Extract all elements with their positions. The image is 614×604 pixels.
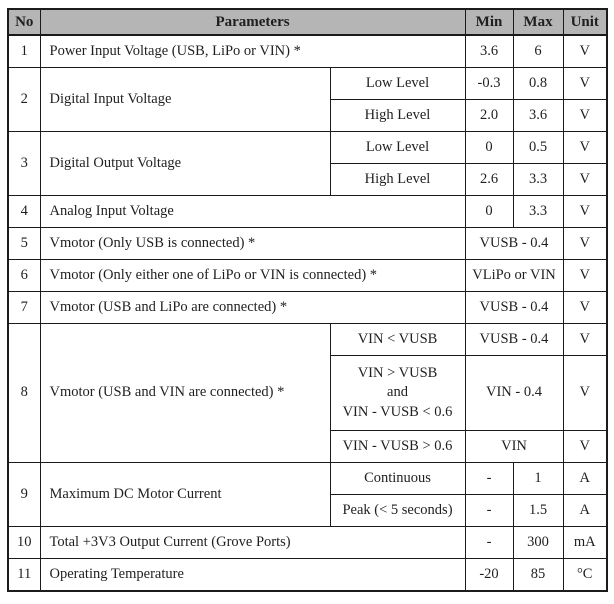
cell-max: 1 <box>512 462 564 496</box>
table-row: VIN - VUSB > 0.6 VIN V <box>8 430 608 464</box>
cell-parameter: Power Input Voltage (USB, LiPo or VIN) * <box>39 34 466 68</box>
cell-parameter: Analog Input Voltage <box>39 194 466 228</box>
cell-unit: V <box>562 430 608 464</box>
cell-condition: Continuous <box>329 462 466 496</box>
table-row: High Level 2.0 3.6 V <box>8 98 608 132</box>
cell-unit: V <box>562 162 608 196</box>
cell-no: 11 <box>7 558 41 592</box>
cell-parameter: Digital Output Voltage <box>39 130 331 196</box>
table-row: 1 Power Input Voltage (USB, LiPo or VIN)… <box>7 34 608 68</box>
cell-no: 4 <box>7 194 41 228</box>
table-row: 4 Analog Input Voltage 0 3.3 V <box>7 194 608 228</box>
table-row: 6 Vmotor (Only either one of LiPo or VIN… <box>7 258 608 292</box>
cell-min: -20 <box>464 558 514 592</box>
cell-condition: High Level <box>329 98 466 132</box>
cell-min: 3.6 <box>464 34 514 68</box>
spec-table: No Parameters Min Max Unit 1 Power Input… <box>7 8 608 592</box>
cell-no: 3 <box>7 130 41 196</box>
cell-unit: V <box>562 226 608 260</box>
cell-max: 3.6 <box>512 98 564 132</box>
cell-parameter: Vmotor (USB and VIN are connected) * <box>39 322 331 464</box>
table-row: 5 Vmotor (Only USB is connected) * VUSB … <box>7 226 608 260</box>
table-row: VIN > VUSB and VIN - VUSB < 0.6 VIN - 0.… <box>8 354 608 432</box>
cell-max: 6 <box>512 34 564 68</box>
cell-min-max: VLiPo or VIN <box>464 258 564 292</box>
cell-parameter: Vmotor (USB and LiPo are connected) * <box>39 290 466 324</box>
cell-max: 1.5 <box>512 494 564 528</box>
cell-unit: V <box>562 258 608 292</box>
cell-min: - <box>464 526 514 560</box>
cell-min-max: VUSB - 0.4 <box>464 226 564 260</box>
col-header-min: Min <box>464 8 514 36</box>
cell-min: 0 <box>464 194 514 228</box>
cell-min: - <box>464 494 514 528</box>
cell-unit: V <box>562 98 608 132</box>
cell-min-max: VIN <box>464 430 564 464</box>
cell-max: 0.8 <box>512 66 564 100</box>
cell-min: 2.6 <box>464 162 514 196</box>
table-row: 8 Vmotor (USB and VIN are connected) * V… <box>7 322 608 464</box>
col-header-unit: Unit <box>562 8 608 36</box>
cell-unit: V <box>562 194 608 228</box>
cell-min: -0.3 <box>464 66 514 100</box>
table-row: High Level 2.6 3.3 V <box>8 162 608 196</box>
cell-condition: VIN - VUSB > 0.6 <box>329 430 466 464</box>
cell-min-max: VIN - 0.4 <box>464 354 564 432</box>
cell-unit: V <box>562 130 608 164</box>
cell-parameter: Vmotor (Only either one of LiPo or VIN i… <box>39 258 466 292</box>
table-row: 3 Digital Output Voltage Low Level 0 0.5… <box>7 130 608 196</box>
cell-min-max: VUSB - 0.4 <box>464 290 564 324</box>
cell-unit: mA <box>562 526 608 560</box>
cell-max: 85 <box>512 558 564 592</box>
col-header-max: Max <box>512 8 564 36</box>
cell-no: 2 <box>7 66 41 132</box>
cell-min: - <box>464 462 514 496</box>
table-row: 9 Maximum DC Motor Current Continuous - … <box>7 462 608 528</box>
cell-unit: A <box>562 462 608 496</box>
cell-no: 8 <box>7 322 41 464</box>
cell-condition: Low Level <box>329 66 466 100</box>
cell-parameter: Vmotor (Only USB is connected) * <box>39 226 466 260</box>
header-row: No Parameters Min Max Unit <box>7 8 608 36</box>
table-row: 2 Digital Input Voltage Low Level -0.3 0… <box>7 66 608 132</box>
cell-no: 7 <box>7 290 41 324</box>
cell-condition: High Level <box>329 162 466 196</box>
cell-unit: V <box>562 66 608 100</box>
cell-parameter: Maximum DC Motor Current <box>39 462 331 528</box>
cell-min: 0 <box>464 130 514 164</box>
cell-unit: V <box>562 34 608 68</box>
cell-parameter: Total +3V3 Output Current (Grove Ports) <box>39 526 466 560</box>
col-header-parameters: Parameters <box>39 8 466 36</box>
cell-unit: °C <box>562 558 608 592</box>
cell-no: 9 <box>7 462 41 528</box>
cell-condition: VIN > VUSB and VIN - VUSB < 0.6 <box>329 354 466 432</box>
cell-unit: V <box>562 322 608 356</box>
cell-min-max: VUSB - 0.4 <box>464 322 564 356</box>
table-row: 7 Vmotor (USB and LiPo are connected) * … <box>7 290 608 324</box>
cell-no: 1 <box>7 34 41 68</box>
cell-max: 0.5 <box>512 130 564 164</box>
cell-parameter: Digital Input Voltage <box>39 66 331 132</box>
table-row: 11 Operating Temperature -20 85 °C <box>7 558 608 592</box>
cell-condition: VIN < VUSB <box>329 322 466 356</box>
cell-max: 3.3 <box>512 162 564 196</box>
cell-unit: V <box>562 290 608 324</box>
cell-max: 300 <box>512 526 564 560</box>
cell-unit: A <box>562 494 608 528</box>
cell-no: 6 <box>7 258 41 292</box>
cell-condition: Low Level <box>329 130 466 164</box>
cell-max: 3.3 <box>512 194 564 228</box>
cell-condition: Peak (< 5 seconds) <box>329 494 466 528</box>
cell-no: 10 <box>7 526 41 560</box>
table-row: 10 Total +3V3 Output Current (Grove Port… <box>7 526 608 560</box>
cell-no: 5 <box>7 226 41 260</box>
cell-parameter: Operating Temperature <box>39 558 466 592</box>
col-header-no: No <box>7 8 41 36</box>
cell-unit: V <box>562 354 608 432</box>
cell-min: 2.0 <box>464 98 514 132</box>
